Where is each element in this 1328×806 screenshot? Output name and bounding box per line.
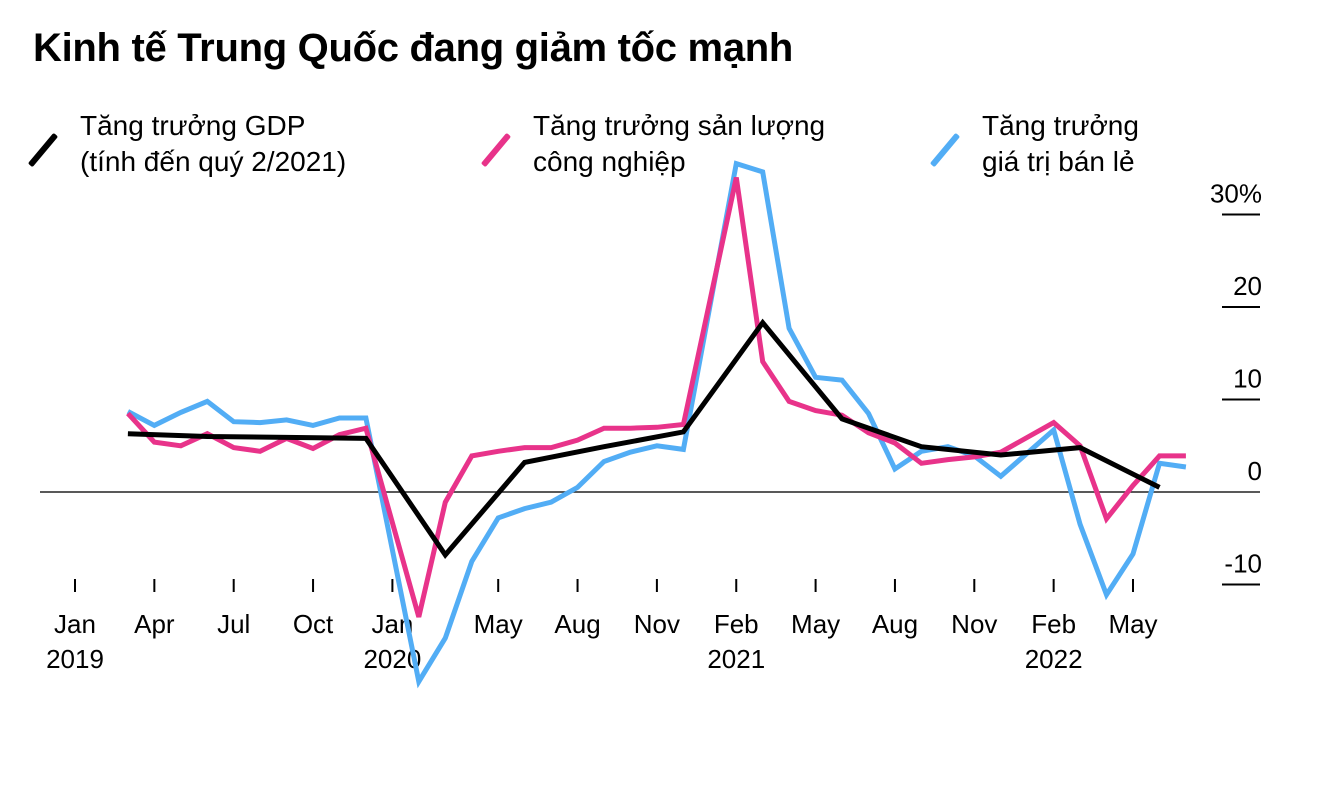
y-tick-label: 20 <box>1233 271 1262 301</box>
y-tick-label: 10 <box>1233 364 1262 394</box>
chart-title: Kinh tế Trung Quốc đang giảm tốc mạnh <box>33 26 794 70</box>
legend-label: Tăng trưởng GDP <box>80 110 306 141</box>
legend-label: Tăng trưởng <box>982 110 1139 141</box>
legend-label: Tăng trưởng sản lượng <box>533 110 826 141</box>
legend-gdp: Tăng trưởng GDP (tính đến quý 2/2021) <box>27 108 347 180</box>
y-tick-label: -10 <box>1224 549 1262 579</box>
x-tick-label: Nov <box>951 609 997 639</box>
legend-label: giá trị bán lẻ <box>982 146 1135 177</box>
x-tick-label: Feb <box>1031 609 1076 639</box>
series-line-2 <box>127 318 1161 560</box>
x-tick-label: Aug <box>872 609 918 639</box>
series-line-1 <box>126 176 1186 618</box>
x-tick-label: Oct <box>293 609 334 639</box>
legend-industrial: Tăng trưởng sản lượng công nghiệp <box>480 108 826 180</box>
x-tick-label: Jan <box>54 609 96 639</box>
x-tick-label: Apr <box>134 609 175 639</box>
legend-retail: Tăng trưởng giá trị bán lẻ <box>929 108 1139 180</box>
x-tick-label: May <box>1108 609 1157 639</box>
x-tick-label: Feb <box>714 609 759 639</box>
series-line-0 <box>126 160 1187 689</box>
x-tick-label: May <box>791 609 840 639</box>
x-tick-label: Jul <box>217 609 250 639</box>
x-tick-year: 2019 <box>46 644 104 674</box>
y-tick-label: 0 <box>1248 456 1262 486</box>
x-tick-label: May <box>474 609 523 639</box>
legend-label: công nghiệp <box>533 146 686 177</box>
legend-label: (tính đến quý 2/2021) <box>80 146 347 177</box>
x-tick-label: Nov <box>634 609 680 639</box>
x-tick-label: Aug <box>554 609 600 639</box>
y-tick-label: 30% <box>1210 179 1262 209</box>
x-tick-year: 2021 <box>707 644 765 674</box>
x-tick-year: 2022 <box>1025 644 1083 674</box>
